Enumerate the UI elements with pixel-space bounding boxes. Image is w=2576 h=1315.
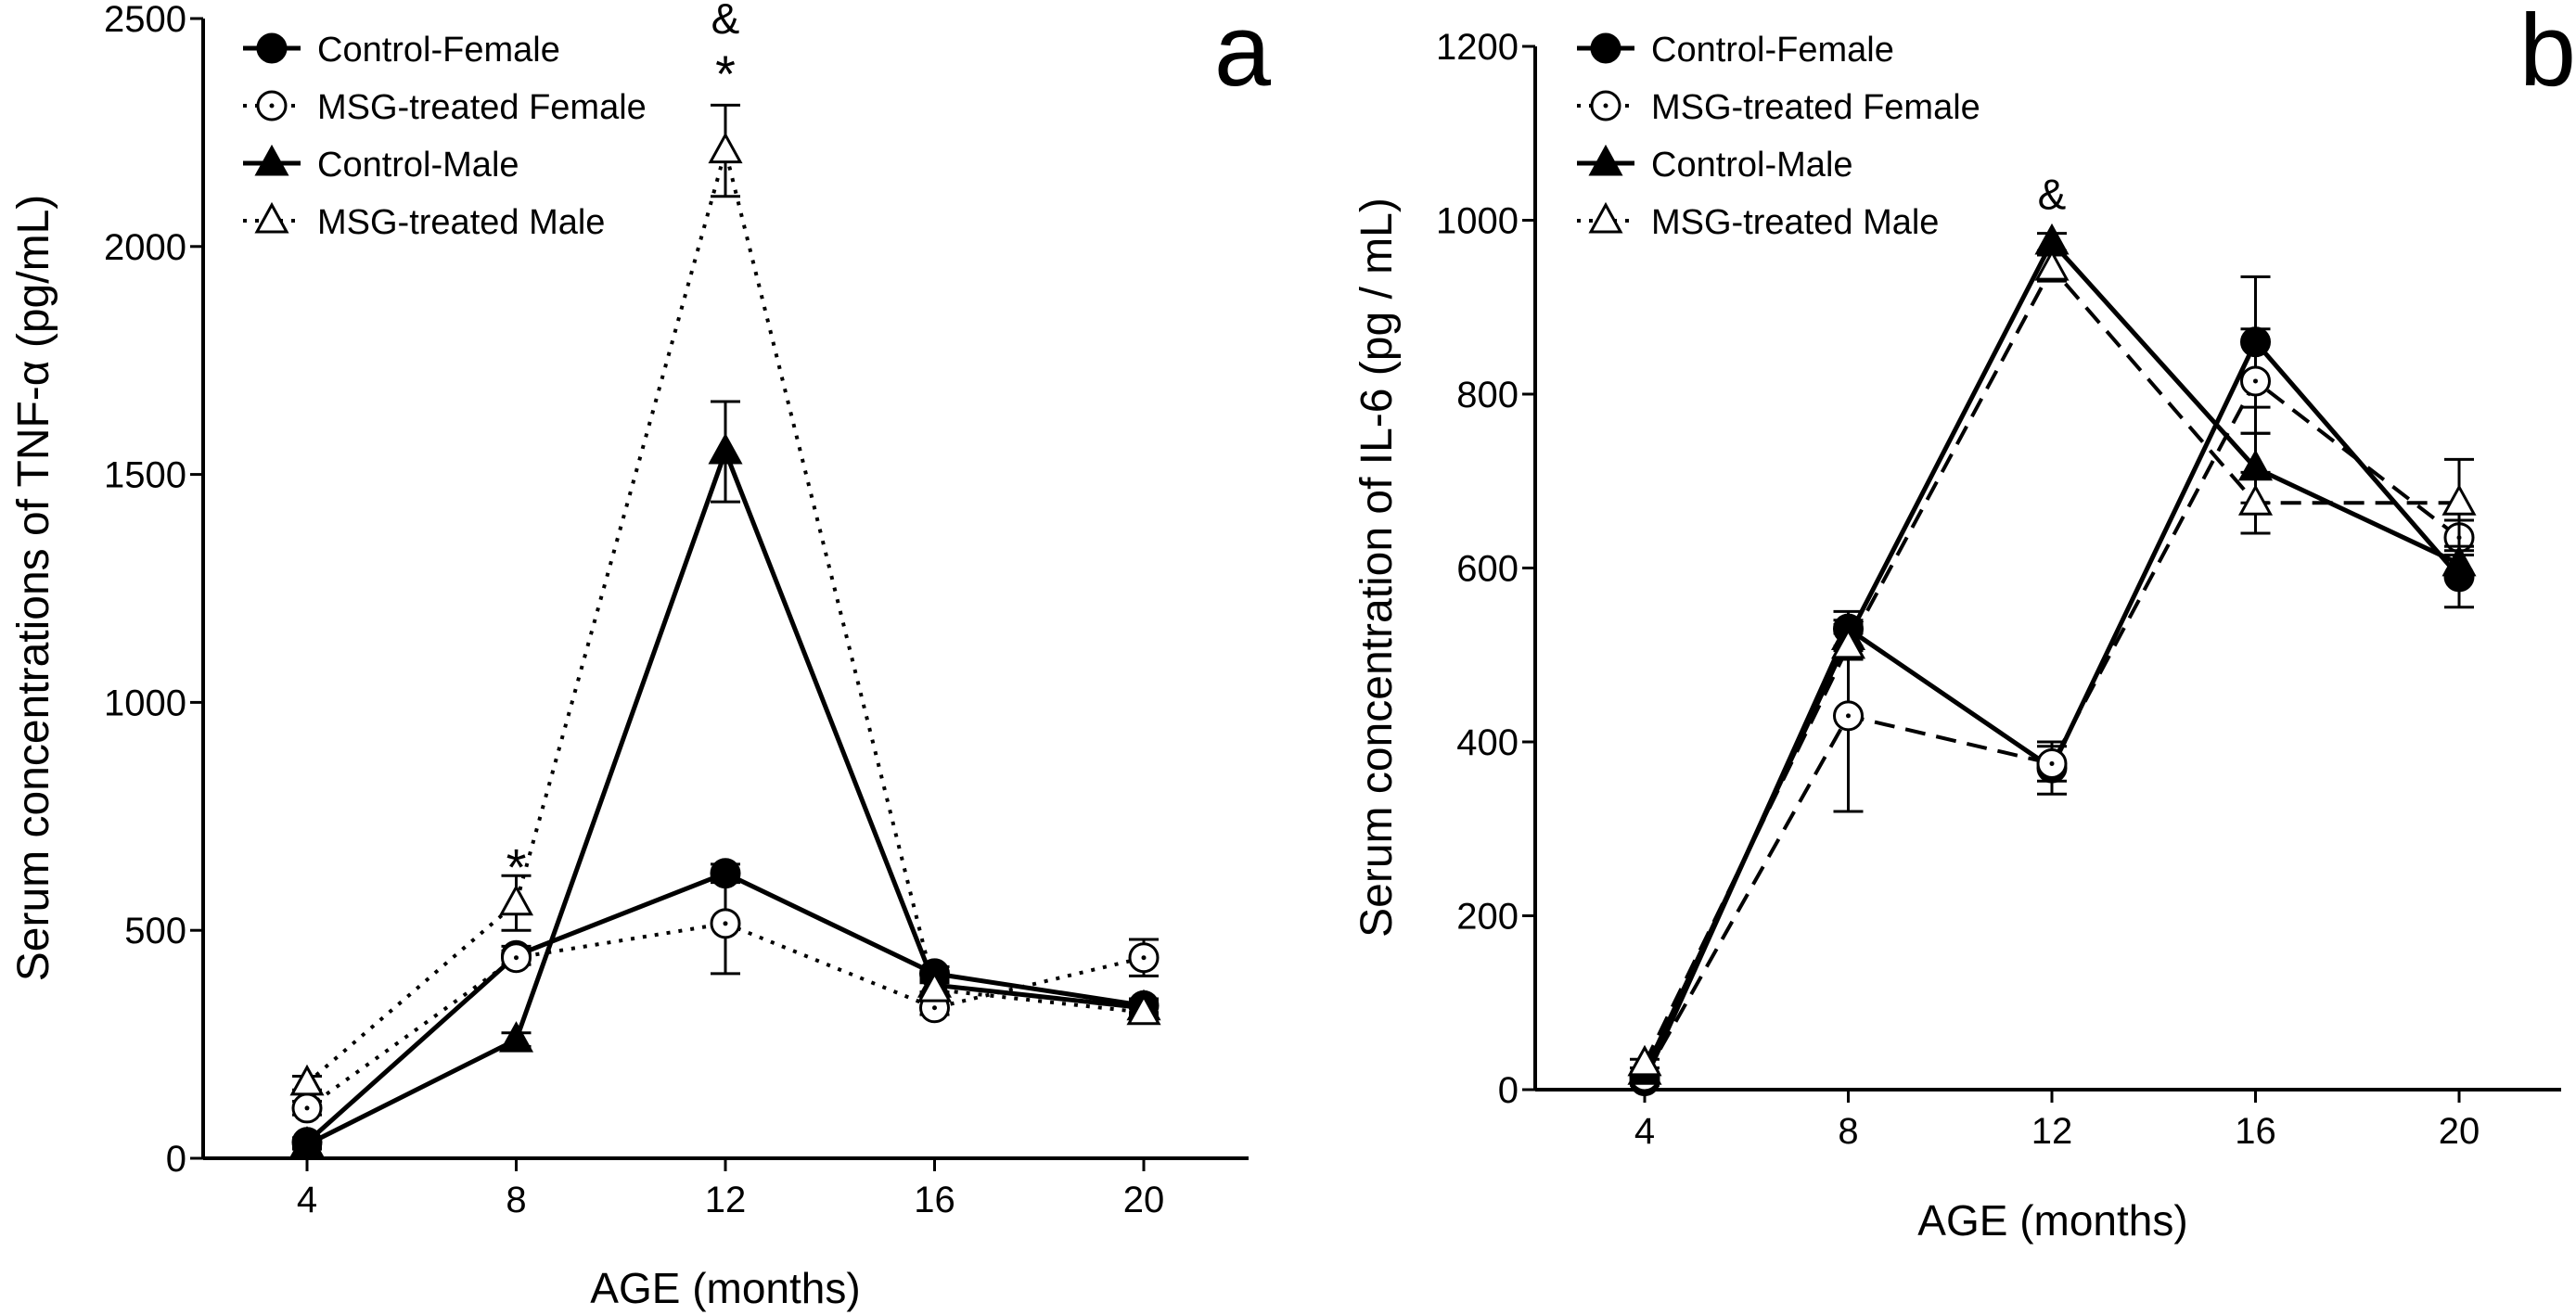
- legend-marker: [256, 32, 288, 64]
- x-axis-title: AGE (months): [1917, 1196, 2187, 1245]
- x-tick-label: 12: [2031, 1111, 2073, 1152]
- series-msg-treated-female: [1629, 327, 2475, 1092]
- data-point-dot: [2253, 378, 2258, 384]
- y-tick-label: 2000: [104, 227, 186, 268]
- legend-item: Control-Female: [1577, 31, 1894, 70]
- data-point: [1627, 1044, 1662, 1077]
- legend-label: MSG-treated Female: [317, 88, 647, 127]
- significance-annotation: *: [715, 45, 736, 103]
- panel-label: b: [2519, 0, 2576, 108]
- y-tick-label: 1000: [1436, 201, 1519, 242]
- series-msg-treated-male: [289, 103, 1161, 1096]
- legend-label: Control-Female: [317, 31, 560, 70]
- data-point: [2034, 223, 2070, 255]
- legend-label: Control-Female: [1651, 31, 1894, 70]
- y-tick-label: 0: [166, 1139, 186, 1180]
- y-axis-title: Serum concentration of IL-6 (pg / mL): [1352, 198, 1402, 938]
- series-line: [1643, 377, 2461, 1078]
- data-point-dot: [2049, 760, 2055, 766]
- legend-marker-dot: [1603, 103, 1608, 109]
- series-control-male: [1627, 223, 2477, 1085]
- x-tick-label: 4: [297, 1180, 317, 1220]
- panel-b-il6: b AGE (months) Serum concentration of IL…: [1352, 0, 2576, 1245]
- data-point-dot: [514, 955, 519, 961]
- y-tick-label: 1000: [104, 683, 186, 723]
- legend-label: MSG-treated Male: [1651, 203, 1939, 242]
- y-tick-label: 1200: [1436, 27, 1519, 68]
- series-control-male: [289, 400, 1161, 1157]
- data-point: [289, 1064, 325, 1096]
- legend-marker: [1588, 201, 1623, 234]
- y-tick-label: 2500: [104, 0, 186, 40]
- data-point: [498, 884, 534, 916]
- legend-label: MSG-treated Male: [317, 203, 605, 242]
- legend-marker: [254, 144, 289, 176]
- data-point-dot: [304, 1105, 310, 1111]
- series-line: [305, 921, 1145, 1110]
- data-point-dot: [1141, 955, 1147, 961]
- legend-item: Control-Male: [243, 144, 519, 185]
- legend-item: Control-Male: [1577, 144, 1853, 185]
- y-tick-label: 400: [1456, 722, 1519, 763]
- legend-item: MSG-treated Male: [243, 201, 605, 242]
- legend-marker: [1590, 32, 1621, 64]
- data-point: [708, 132, 743, 164]
- data-point-dot: [1846, 713, 1851, 719]
- series-line: [1643, 264, 2459, 1065]
- x-tick-label: 20: [2439, 1111, 2480, 1152]
- data-point: [2441, 484, 2477, 516]
- panel-label: a: [1214, 0, 1272, 108]
- data-point: [2441, 544, 2477, 577]
- x-tick-label: 12: [705, 1180, 747, 1220]
- legend-label: Control-Male: [317, 146, 519, 185]
- legend-item: MSG-treated Male: [1577, 201, 1939, 242]
- significance-annotation: *: [506, 838, 527, 897]
- legend-item: MSG-treated Female: [243, 88, 647, 127]
- data-point: [498, 1021, 534, 1053]
- data-point: [2034, 249, 2070, 281]
- y-tick-label: 800: [1456, 375, 1519, 415]
- x-tick-label: 4: [1634, 1111, 1655, 1152]
- data-point-dot: [932, 1005, 937, 1011]
- y-tick-label: 1500: [104, 455, 186, 496]
- x-tick-label: 8: [1838, 1111, 1858, 1152]
- data-point: [1126, 993, 1161, 1026]
- series-control-female: [1629, 274, 2475, 1097]
- significance-annotation: &: [711, 0, 740, 43]
- legend-marker-dot: [269, 103, 275, 109]
- series-line: [305, 143, 1145, 1085]
- series-line: [1642, 237, 2461, 1074]
- y-tick-label: 0: [1498, 1070, 1519, 1111]
- legend-marker: [254, 201, 289, 234]
- series-msg-treated-female: [291, 872, 1160, 1124]
- x-tick-label: 16: [914, 1180, 955, 1220]
- x-tick-label: 8: [506, 1180, 526, 1220]
- data-point: [708, 432, 743, 465]
- series-msg-treated-male: [1627, 249, 2477, 1077]
- x-tick-label: 16: [2235, 1111, 2276, 1152]
- data-point-dot: [723, 921, 728, 926]
- panel-a-tnf-alpha: a AGE (months) Serum concentrations of T…: [9, 0, 1272, 1312]
- data-point: [2237, 484, 2274, 516]
- y-tick-label: 200: [1456, 897, 1519, 938]
- legend-label: Control-Male: [1651, 146, 1853, 185]
- y-tick-label: 600: [1456, 549, 1519, 590]
- data-point: [1830, 627, 1866, 659]
- significance-annotation: &: [2038, 170, 2067, 218]
- legend-marker: [1588, 144, 1623, 176]
- legend-item: Control-Female: [243, 31, 560, 70]
- x-axis-title: AGE (months): [590, 1264, 860, 1312]
- data-point: [289, 1126, 325, 1157]
- y-axis-title: Serum concentrations of TNF-α (pg/mL): [9, 195, 58, 981]
- y-tick-label: 500: [124, 911, 186, 951]
- series-line: [1642, 338, 2461, 1082]
- legend-item: MSG-treated Female: [1577, 88, 1980, 127]
- data-point: [916, 971, 953, 1002]
- legend-label: MSG-treated Female: [1651, 88, 1980, 127]
- x-tick-label: 20: [1123, 1180, 1165, 1220]
- series-line: [305, 444, 1145, 1147]
